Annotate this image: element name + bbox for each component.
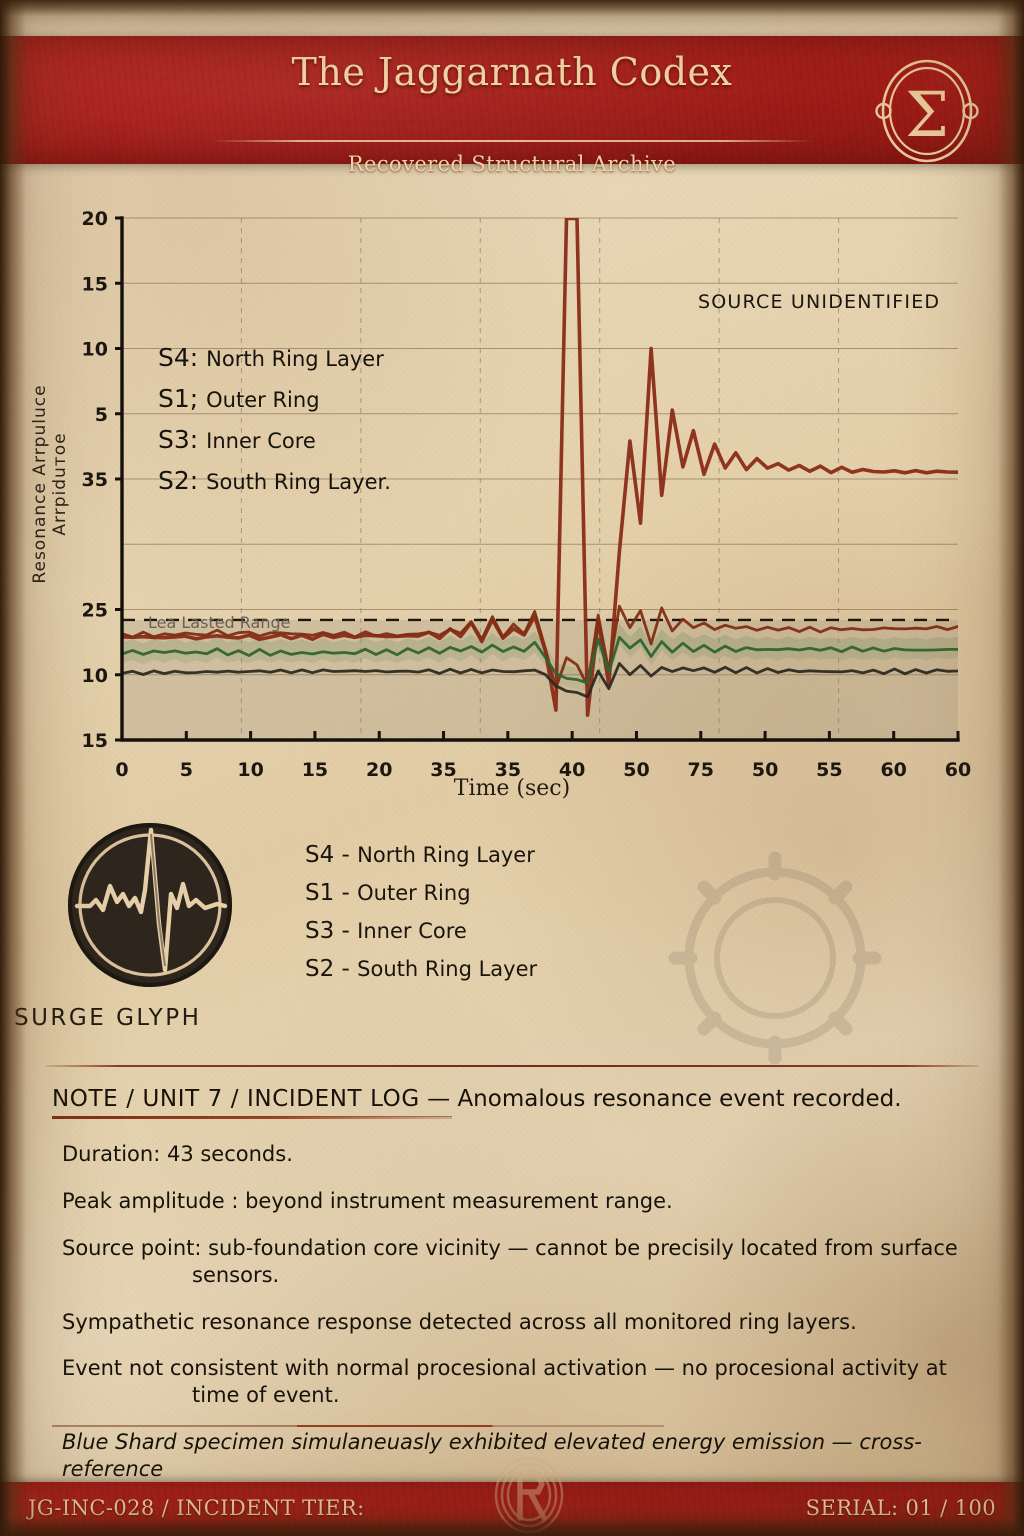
note-line-text: Duration: 43 seconds. (62, 1142, 293, 1166)
footer-banner: JG-INC-028 / INCIDENT TIER: SERIAL: 01 /… (0, 1456, 1024, 1536)
glyph-legend-block: S4 - North Ring Layer S1 - Outer Ring S3 -… (60, 820, 970, 1050)
svg-text:25: 25 (82, 600, 108, 622)
inline-legend-row: S1; Outer Ring (158, 384, 320, 413)
chart-gridlines (122, 217, 958, 741)
legend-row-code: S2 - (305, 956, 358, 982)
svg-text:20: 20 (366, 759, 392, 781)
svg-text:50: 50 (752, 759, 778, 781)
sigma-emblem-icon: Σ (875, 59, 979, 163)
svg-text:5: 5 (180, 759, 193, 781)
footer-serial: SERIAL: 01 / 100 (805, 1496, 996, 1520)
incident-notes: NOTE / UNIT 7 / INCIDENT LOG — Anomalous… (52, 1086, 982, 1530)
note-line: Sympathetic resonance response detected … (52, 1309, 982, 1336)
chart-threshold-label: Lea Lasted Range (148, 613, 291, 632)
svg-text:15: 15 (82, 273, 108, 295)
legend-row-code: S1 - (305, 880, 358, 906)
page-title: The Jaggarnath Codex (291, 50, 733, 94)
page-subtitle: Recovered Structural Archive (347, 152, 677, 176)
legend-row-label: North Ring Layer (357, 843, 535, 867)
note-line-continuation: time of event. (192, 1383, 340, 1408)
note-heading-dash: — (419, 1086, 458, 1112)
svg-text:10: 10 (237, 759, 263, 781)
note-line: Duration: 43 seconds. (52, 1141, 982, 1168)
inline-legend-row: S4: North Ring Layer (158, 343, 384, 372)
note-line: Event not consistent with normal procesi… (52, 1355, 982, 1427)
resonance-chart: Resonance Arrpuluce Arrpiduтoe Time (sec… (18, 196, 1006, 816)
svg-text:0: 0 (115, 759, 128, 781)
chart-series-2 (122, 604, 958, 690)
footer-incident-id: JG-INC-028 / INCIDENT TIER: (28, 1496, 365, 1520)
svg-text:35: 35 (82, 469, 108, 491)
circular-rune-stamp-icon (494, 1456, 564, 1534)
svg-text:10: 10 (82, 339, 108, 361)
chart-x-tick-labels: 0 5 10 15 20 35 35 40 50 75 50 55 60 60 (115, 731, 971, 781)
chart-plot: 20 15 10 5 35 25 10 15 0 5 10 15 20 35 35 40 50 75 50 55 60… (82, 208, 972, 781)
svg-text:10: 10 (82, 665, 108, 687)
legend-row: S2 - South Ring Layer (305, 956, 537, 982)
legend-row-code: S3 - (305, 918, 358, 944)
note-line-continuation: sensors. (192, 1262, 280, 1287)
legend-row: S4 - North Ring Layer (305, 842, 537, 868)
title-rule (212, 140, 812, 142)
chart-confidence-bands (122, 623, 958, 692)
note-line-text: Sympathetic resonance response detected … (62, 1309, 857, 1334)
glyph-caption: SURGE GLYPH (14, 1005, 202, 1031)
burnt-edge-top (0, 0, 1024, 16)
chart-annotation: SOURCE UNIDENTIFIED (698, 291, 940, 313)
sigma-glyph: Σ (905, 78, 949, 151)
chart-y-tick-labels: 20 15 10 5 35 25 10 15 (82, 208, 122, 752)
svg-text:40: 40 (559, 759, 585, 781)
svg-text:15: 15 (82, 730, 108, 752)
note-line-list: Duration: 43 seconds. Peak amplitude : be… (52, 1141, 982, 1510)
svg-text:20: 20 (82, 208, 108, 230)
svg-text:75: 75 (688, 759, 714, 781)
legend-row-label: Outer Ring (357, 881, 471, 905)
svg-text:15: 15 (302, 759, 328, 781)
note-line: Source point: sub-foundation core vicini… (52, 1235, 982, 1289)
note-line-text: Blue Shard specimen simulaneuasly exhibi… (62, 1430, 922, 1481)
note-line: Peak amplitude : beyond instrument measu… (52, 1188, 982, 1215)
legend-row-code: S4 - (305, 842, 358, 868)
svg-text:55: 55 (816, 759, 842, 781)
series-legend-list: S4 - North Ring Layer S1 - Outer Ring S3 -… (305, 842, 537, 994)
svg-text:35: 35 (495, 759, 521, 781)
legend-row: S1 - Outer Ring (305, 880, 537, 906)
svg-text:35: 35 (430, 759, 456, 781)
chart-series-3 (122, 635, 958, 685)
note-heading: NOTE / UNIT 7 / INCIDENT LOG — Anomalous… (52, 1086, 982, 1112)
legend-row-label: Inner Core (357, 919, 467, 943)
svg-text:60: 60 (880, 759, 906, 781)
chart-inline-legend: S4: North Ring Layer S1; Outer Ring S3: In… (158, 343, 391, 495)
inline-legend-row: S2: South Ring Layer. (158, 466, 391, 495)
section-divider (46, 1065, 978, 1067)
note-line-text: Event not consistent with normal procesi… (62, 1356, 947, 1381)
surge-glyph-icon (68, 823, 232, 987)
inline-legend-row: S3: Inner Core (158, 425, 316, 454)
note-heading-rule (52, 1116, 452, 1119)
legend-row-label: South Ring Layer (357, 957, 538, 981)
svg-text:60: 60 (945, 759, 971, 781)
svg-text:5: 5 (95, 404, 108, 426)
legend-row: S3 - Inner Core (305, 918, 537, 944)
chart-x-axis-label: Time (sec) (453, 776, 571, 801)
chart-series-4 (122, 662, 958, 699)
note-heading-rest: Anomalous resonance event recorded. (457, 1086, 902, 1112)
header-banner: The Jaggarnath Codex Recovered Structura… (0, 36, 1024, 176)
svg-text:50: 50 (623, 759, 649, 781)
note-heading-caps: NOTE / UNIT 7 / INCIDENT LOG (52, 1086, 420, 1112)
chart-series-lines (122, 218, 958, 717)
note-line-text: Source point: sub-foundation core vicini… (62, 1235, 958, 1260)
note-line-text: Peak amplitude : beyond instrument measu… (62, 1188, 673, 1213)
